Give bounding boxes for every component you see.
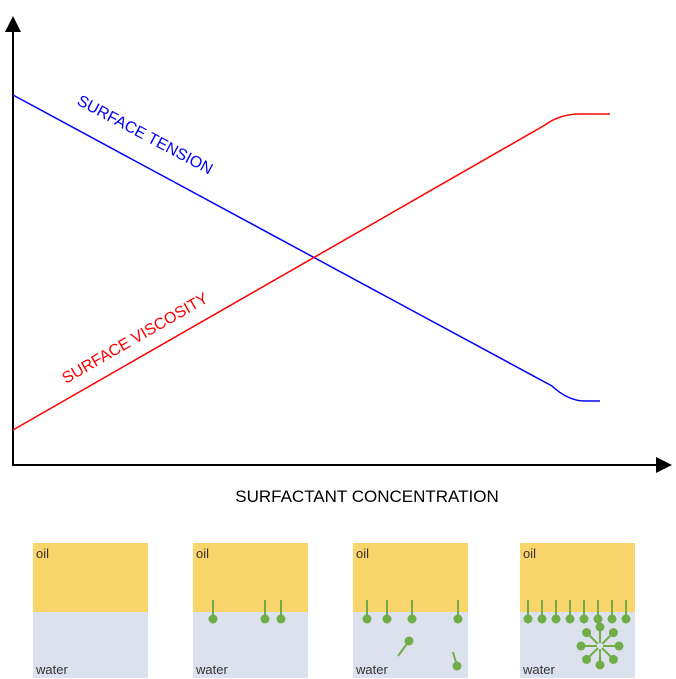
surfactant-head xyxy=(552,615,561,624)
viscosity-curve xyxy=(13,114,610,430)
surfactant-head xyxy=(405,637,414,646)
surfactant-head xyxy=(383,615,392,624)
phase-label: water xyxy=(35,662,68,677)
surfactant-head xyxy=(596,661,605,670)
phase-label: oil xyxy=(36,546,49,561)
surfactant-head xyxy=(566,615,575,624)
surfactant-head xyxy=(453,662,462,671)
x-axis-label: SURFACTANT CONCENTRATION xyxy=(235,487,499,506)
surfactant-head xyxy=(596,623,605,632)
oil-layer xyxy=(33,543,148,612)
surfactant-head xyxy=(209,615,218,624)
surfactant-head xyxy=(277,615,286,624)
surfactant-head xyxy=(577,642,586,651)
phase-label: water xyxy=(522,662,555,677)
surfactant-head xyxy=(524,615,533,624)
phase-label: water xyxy=(195,662,228,677)
phase-label: water xyxy=(355,662,388,677)
oil-layer xyxy=(353,543,468,612)
curve-label: SURFACE VISCOSITY xyxy=(60,290,212,388)
surfactant-head xyxy=(608,615,617,624)
surfactant-head xyxy=(622,615,631,624)
surfactant-head xyxy=(408,615,417,624)
surfactant-head xyxy=(363,615,372,624)
oil-layer xyxy=(193,543,308,612)
surfactant-head xyxy=(582,628,591,637)
diagram: SURFACE TENSION SURFACE VISCOSITY SURFAC… xyxy=(0,0,676,679)
phase-label: oil xyxy=(356,546,369,561)
phase-label: oil xyxy=(523,546,536,561)
oil-layer xyxy=(520,543,635,612)
surfactant-head xyxy=(580,615,589,624)
panels: oil water oil water oil water oil water xyxy=(33,543,635,678)
phase-label: oil xyxy=(196,546,209,561)
surfactant-head xyxy=(609,655,618,664)
surfactant-head xyxy=(538,615,547,624)
surfactant-head xyxy=(609,628,618,637)
surfactant-head xyxy=(615,642,624,651)
surfactant-head xyxy=(454,615,463,624)
surfactant-head xyxy=(261,615,270,624)
surfactant-head xyxy=(582,655,591,664)
surfactant-head xyxy=(594,615,603,624)
